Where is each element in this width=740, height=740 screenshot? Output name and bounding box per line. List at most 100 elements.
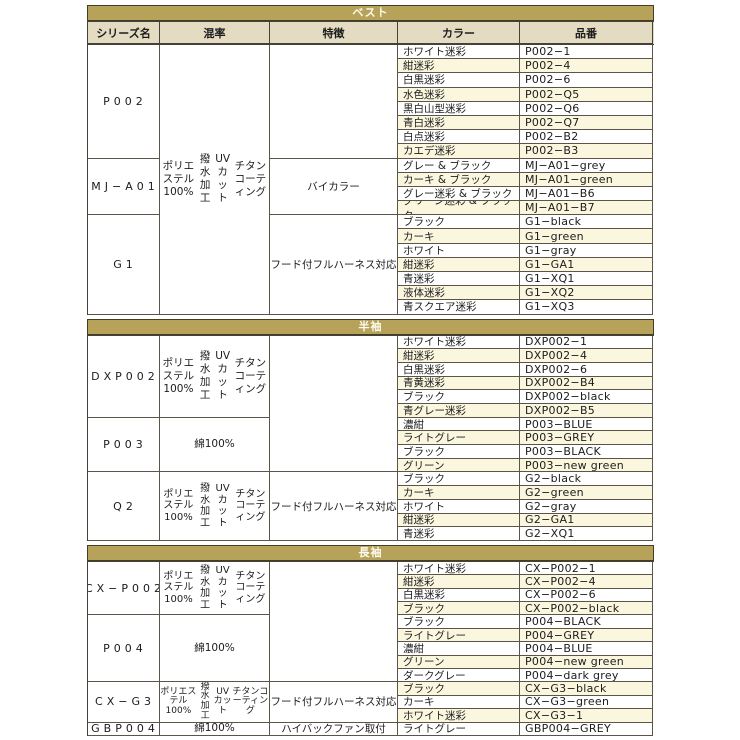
product-code-cell: P002−B3 — [520, 144, 653, 159]
table-section-1: 半袖 DXP002 P003 Q2 ポリエステル100% 撥水加工 UVカット チタンコーティ… — [87, 318, 654, 541]
color-cell: ブラック — [398, 445, 520, 459]
mix-line: 撥水加工 — [200, 483, 211, 529]
product-code-cell: G1−XQ1 — [520, 272, 653, 287]
mix-line: チタンコーティング — [235, 570, 266, 605]
color-cell: 白黒迷彩 — [398, 588, 520, 603]
color-cell: 青グレー迷彩 — [398, 404, 520, 418]
color-cell: カーキ — [398, 695, 520, 710]
color-cell: グリーン迷彩 & ブラック — [398, 201, 520, 216]
color-cell: 白黒迷彩 — [398, 362, 520, 377]
color-cell: 青黄迷彩 — [398, 376, 520, 391]
column-header: 特徴 — [270, 22, 398, 44]
color-cell: ホワイト迷彩 — [398, 561, 520, 576]
product-code-cell: P002−1 — [520, 45, 653, 60]
color-cell: 青白迷彩 — [398, 115, 520, 131]
color-cell: ブラック — [398, 615, 520, 629]
series-cell: P002 — [88, 45, 160, 159]
color-cell: 青迷彩 — [398, 527, 520, 541]
product-code-cell: MJ−A01−green — [520, 172, 653, 187]
product-code-cell: P004−BLUE — [520, 642, 653, 656]
feature-cell: フード付フルハーネス対応 — [270, 215, 398, 315]
product-code-cell: G1−XQ2 — [520, 286, 653, 301]
product-code-cell: CX−G3−1 — [520, 709, 653, 723]
color-cell: グレー & ブラック — [398, 158, 520, 173]
column-header-row: シリーズ名 混率 特徴 カラー 品番 — [87, 21, 654, 44]
mix-line: チタンコーティング — [232, 686, 269, 716]
series-cell: MJ−A01 — [88, 158, 160, 216]
mix-line: ポリエステル100% — [163, 570, 194, 605]
product-code-cell: P004−BLACK — [520, 615, 653, 629]
color-cell: 液体迷彩 — [398, 286, 520, 301]
product-code-cell: DXP002−black — [520, 390, 653, 404]
product-code-cell: P004−new green — [520, 655, 653, 669]
product-code-cell: G1−green — [520, 229, 653, 244]
product-code-cell: CX−G3−black — [520, 682, 653, 696]
product-code-cell: P002−B2 — [520, 130, 653, 145]
mix-cell: ポリエステル100% 撥水加工 UVカット チタンコーティング — [160, 472, 270, 541]
color-cell: ブラック — [398, 472, 520, 487]
mix-line: 撥水加工 — [200, 565, 211, 611]
mix-line: ポリエステル100% — [163, 488, 194, 523]
mix-cell: ポリエステル100% 撥水加工 UVカット チタンコーティング — [160, 561, 270, 616]
mix-cell: 綿100% — [160, 417, 270, 473]
product-code-cell: CX−P002−4 — [520, 575, 653, 589]
product-code-cell: G2−XQ1 — [520, 527, 653, 541]
column-header: カラー — [398, 22, 520, 44]
color-cell: カーキ — [398, 486, 520, 500]
mix-line: UVカット — [215, 350, 231, 402]
color-cell: ホワイト迷彩 — [398, 45, 520, 60]
mix-line: ポリエステル100% — [162, 356, 195, 395]
mix-cell: 綿100% — [160, 615, 270, 683]
section-body: CX−P002P004CX−G3GBP004ポリエステル100%撥水加工UVカッ… — [87, 560, 654, 736]
section-title-bar: 長袖 — [87, 544, 654, 561]
color-cell: ライトグレー — [398, 722, 520, 736]
product-code-cell: GBP004−GREY — [520, 722, 653, 736]
mix-cell: 綿100% — [160, 722, 270, 736]
feature-cell: バイカラー — [270, 158, 398, 216]
color-cell: 水色迷彩 — [398, 87, 520, 102]
color-cell: 紺迷彩 — [398, 575, 520, 589]
color-cell: 白黒迷彩 — [398, 73, 520, 88]
color-cell: カエデ迷彩 — [398, 144, 520, 159]
color-cell: グレー迷彩 & ブラック — [398, 186, 520, 202]
feature-cell: フード付フルハーネス対応 — [270, 682, 398, 723]
product-code-cell: G2−black — [520, 472, 653, 487]
product-code-cell: P004−GREY — [520, 628, 653, 643]
color-cell: 紺迷彩 — [398, 349, 520, 363]
color-cell: 黒白山型迷彩 — [398, 101, 520, 116]
product-code-cell: DXP002−B4 — [520, 376, 653, 391]
product-table: ベスト シリーズ名 混率 特徴 カラー 品番 P002 MJ−A01 G1 ポリエステル100% 撥… — [87, 5, 654, 740]
mix-line: UVカット — [213, 686, 232, 716]
color-cell: ホワイト迷彩 — [398, 335, 520, 350]
mix-cell: ポリエステル100% 撥水加工 UVカット チタンコーティング — [160, 45, 270, 315]
color-cell: 濃紺 — [398, 417, 520, 432]
product-code-cell: G1−gray — [520, 243, 653, 258]
mix-cell: ポリエステル100% 撥水加工 UVカット チタンコーティング — [160, 682, 270, 723]
product-code-cell: DXP002−1 — [520, 335, 653, 350]
color-cell: ホワイト — [398, 243, 520, 258]
product-code-cell: P002−Q7 — [520, 115, 653, 131]
product-code-cell: P003−GREY — [520, 431, 653, 446]
product-code-cell: G1−black — [520, 215, 653, 230]
color-cell: ブラック — [398, 682, 520, 696]
color-cell: ホワイト迷彩 — [398, 709, 520, 723]
table-section-0: ベスト シリーズ名 混率 特徴 カラー 品番 P002 MJ−A01 G1 ポリエステル100% 撥… — [87, 5, 654, 315]
product-code-cell: G1−XQ3 — [520, 300, 653, 315]
product-code-cell: MJ−A01−B6 — [520, 186, 653, 202]
feature-cell: フード付フルハーネス対応 — [270, 472, 398, 541]
color-cell: 白点迷彩 — [398, 130, 520, 145]
mix-line: ポリエステル100% — [160, 686, 197, 716]
mix-line: チタンコーティング — [234, 356, 267, 395]
mix-line: 綿100% — [194, 722, 235, 735]
product-code-cell: CX−P002−1 — [520, 561, 653, 576]
column-header: 品番 — [520, 22, 653, 44]
product-code-cell: CX−P002−6 — [520, 588, 653, 603]
series-cell: CX−G3 — [88, 682, 160, 723]
product-code-cell: P002−Q5 — [520, 87, 653, 102]
series-cell: P003 — [88, 417, 160, 473]
color-cell: カーキ — [398, 229, 520, 244]
mix-line: ポリエステル100% — [162, 159, 195, 198]
color-cell: 青スクエア迷彩 — [398, 300, 520, 315]
mix-line: UVカット — [215, 153, 231, 205]
series-cell: G1 — [88, 215, 160, 315]
